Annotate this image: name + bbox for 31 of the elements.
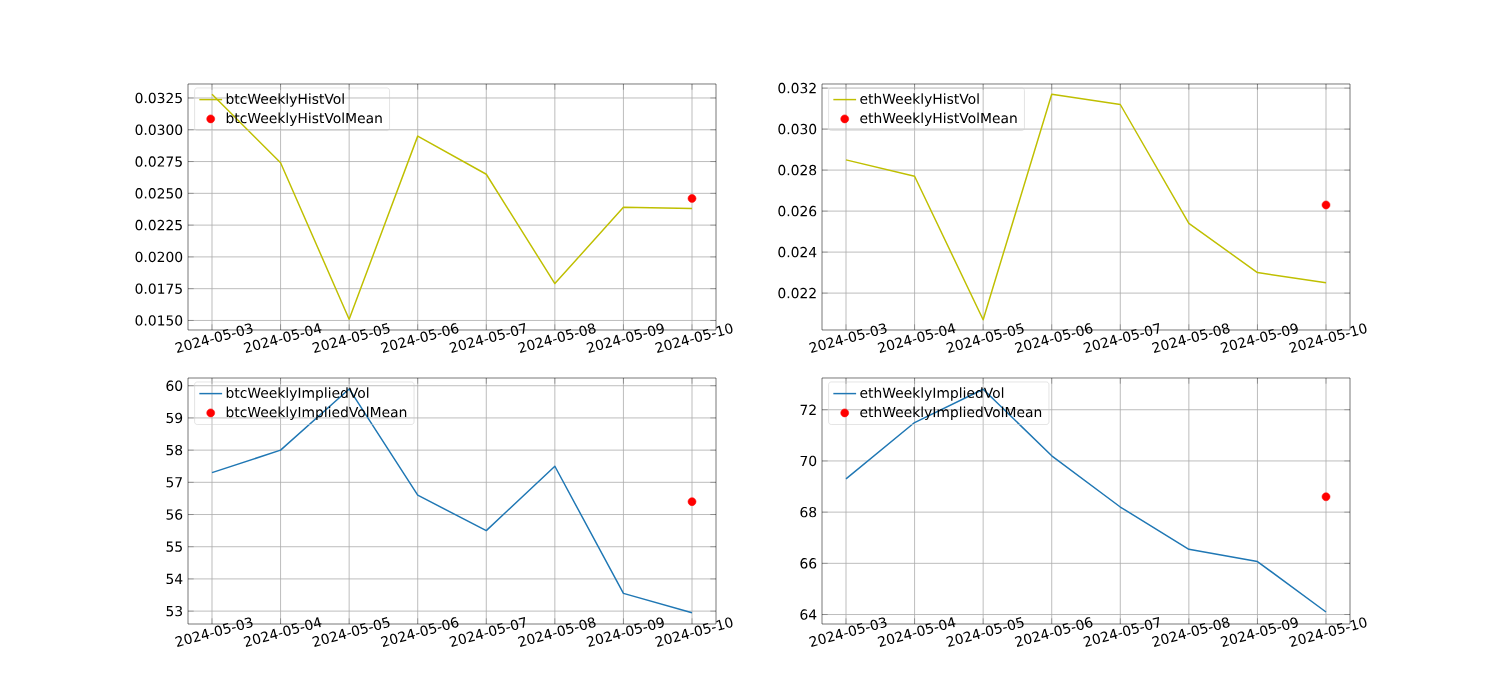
y-tick-label: 56 [166,509,183,520]
y-tick-label: 57 [166,477,182,488]
legend-label: btcWeeklyHistVol [226,93,344,107]
y-tick-label: 0.022 [778,287,816,299]
line-series [845,388,1327,613]
y-tick-label: 0.0175 [135,283,182,294]
y-tick-label: 53 [166,605,182,617]
y-tick-label: 0.0250 [135,188,183,199]
y-tick-label: 66 [800,558,817,569]
y-tick-label: 55 [166,541,182,552]
y-tick-label: 0.0275 [135,156,182,167]
y-tick-label: 0.028 [778,164,817,176]
y-tick-label: 0.026 [778,205,817,217]
y-tick-label: 72 [800,404,816,415]
y-tick-label: 0.024 [778,246,817,258]
line-series [211,388,693,614]
y-tick-label: 58 [166,444,183,456]
y-tick-label: 0.0225 [135,219,182,231]
y-tick-label: 59 [166,412,183,424]
legend-label: ethWeeklyHistVolMean [860,112,1017,126]
legend-label: ethWeeklyHistVol [860,93,979,107]
y-tick-label: 0.0325 [135,92,182,104]
y-tick-label: 60 [166,380,183,391]
y-tick-label: 0.0200 [135,251,183,263]
line-series [845,93,1327,321]
y-tick-label: 68 [800,506,817,518]
y-tick-label: 0.032 [778,82,816,94]
y-tick-label: 70 [800,455,817,467]
y-tick-label: 0.030 [778,123,817,135]
y-tick-label: 0.0300 [135,124,183,135]
y-tick-label: 54 [166,573,183,585]
